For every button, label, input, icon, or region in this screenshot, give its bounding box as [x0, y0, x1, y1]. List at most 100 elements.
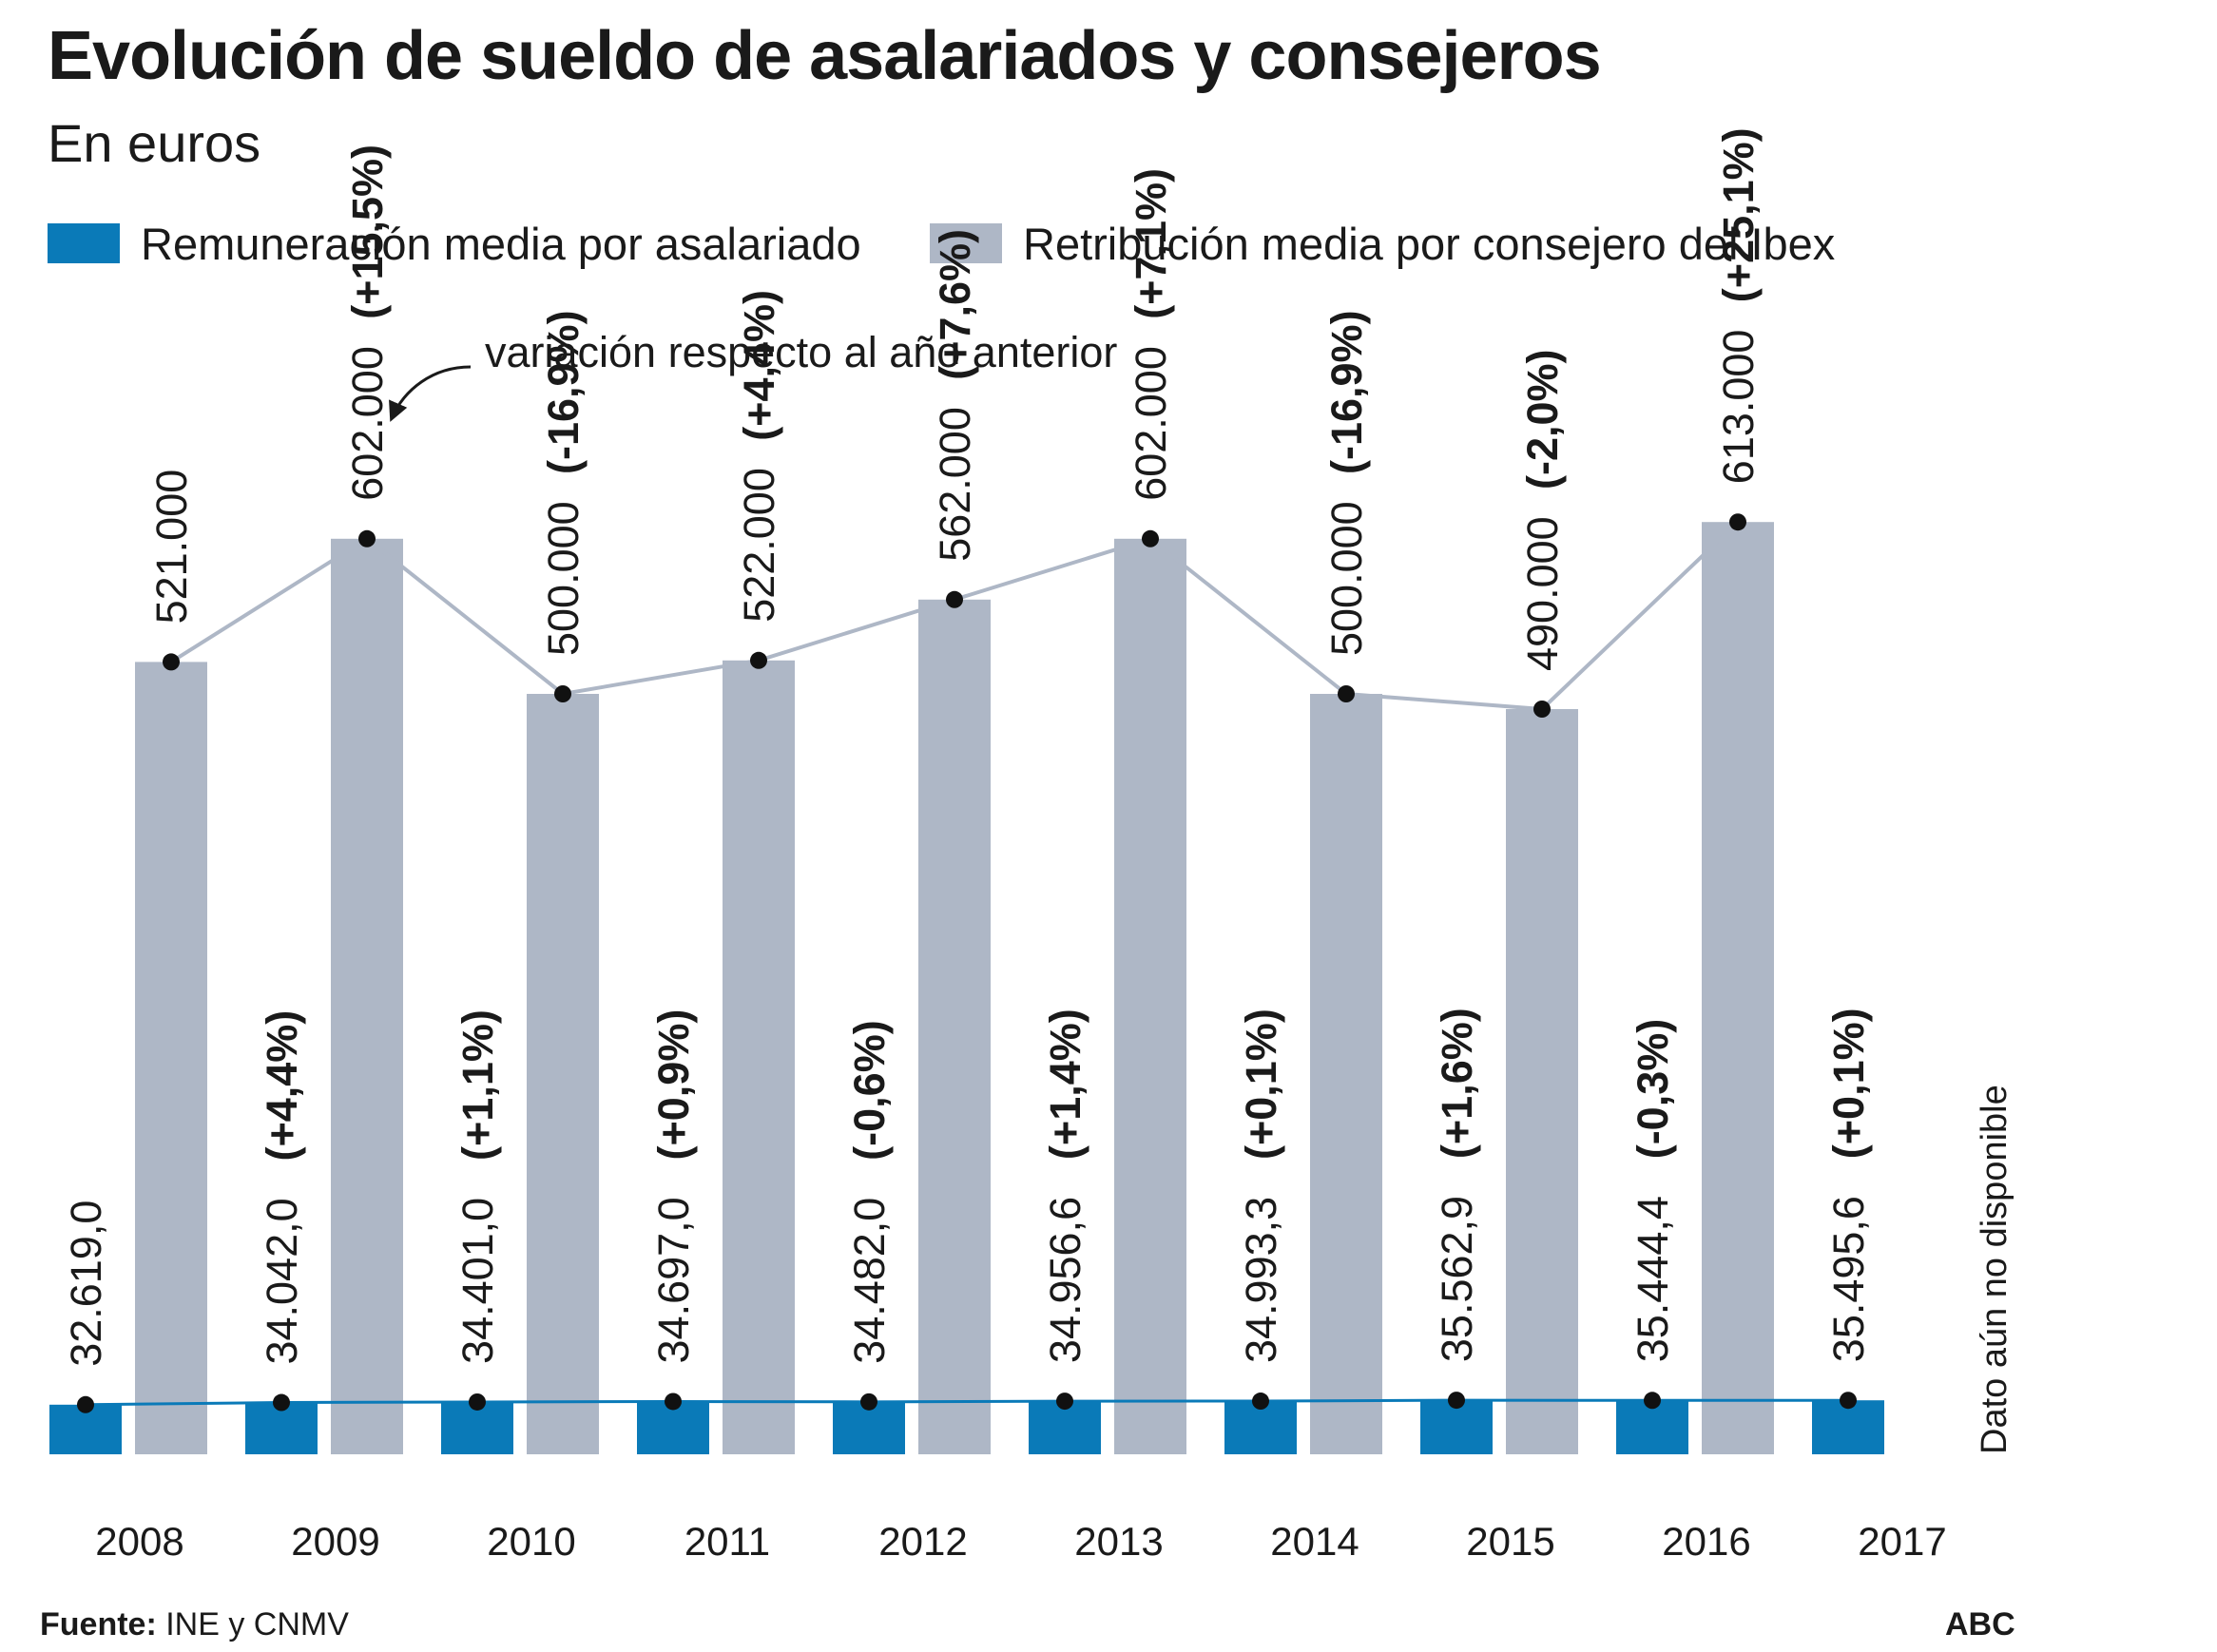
bar-consejero-2008: [135, 662, 207, 1454]
bar-consejero-2013: [1114, 538, 1186, 1454]
dot-consejero-2008: [163, 653, 180, 671]
x-tick-2014: 2014: [1270, 1519, 1359, 1564]
label-asalariado-value-2016: 35.444,4: [1629, 1196, 1677, 1362]
x-tick-2010: 2010: [487, 1519, 575, 1564]
bar-asalariado-2013: [1029, 1401, 1101, 1454]
bar-consejero-2015: [1506, 709, 1578, 1454]
bar-asalariado-2016: [1616, 1400, 1688, 1454]
legend-swatch-consejero: [930, 223, 1002, 263]
unavailable-note: Dato aún no disponible: [1975, 1085, 2015, 1454]
bar-asalariado-2010: [441, 1401, 513, 1454]
dot-asalariado-2012: [860, 1393, 877, 1411]
bar-consejero-2012: [918, 599, 991, 1454]
label-consejero-change-2013: (+7,1%): [1127, 168, 1175, 319]
label-asalariado-change-2009: (+4,4%): [258, 1010, 306, 1162]
source-text: INE y CNMV: [165, 1606, 349, 1642]
dot-consejero-2016: [1729, 513, 1746, 531]
bar-asalariado-2012: [833, 1401, 905, 1454]
legend-label-consejero: Retribución media por consejero del Ibex: [1023, 218, 1836, 269]
source: Fuente: INE y CNMV: [40, 1606, 349, 1643]
label-asalariado-value-2010: 34.401,0: [453, 1198, 502, 1364]
x-tick-2017: 2017: [1858, 1519, 1946, 1564]
source-label: Fuente:: [40, 1606, 157, 1642]
bar-consejero-2014: [1310, 694, 1382, 1454]
label-consejero-value-2010: 500.000: [539, 501, 588, 656]
label-consejero-value-2011: 522.000: [735, 468, 783, 623]
x-tick-2013: 2013: [1074, 1519, 1163, 1564]
brand-logo: ABC: [1945, 1606, 2015, 1642]
dot-asalariado-2010: [469, 1393, 486, 1411]
x-tick-2012: 2012: [878, 1519, 967, 1564]
dot-asalariado-2011: [665, 1393, 682, 1411]
label-consejero-value-2016: 613.000: [1714, 330, 1763, 485]
x-tick-2015: 2015: [1466, 1519, 1554, 1564]
label-consejero-value-2012: 562.000: [931, 407, 979, 562]
dot-asalariado-2008: [77, 1395, 94, 1413]
label-asalariado-change-2014: (+0,1%): [1237, 1008, 1285, 1160]
label-asalariado-value-2015: 35.562,9: [1433, 1196, 1481, 1362]
dot-asalariado-2013: [1056, 1393, 1073, 1411]
bar-asalariado-2017: [1812, 1400, 1884, 1454]
dot-asalariado-2014: [1252, 1393, 1269, 1411]
label-asalariado-value-2009: 34.042,0: [258, 1198, 306, 1364]
dot-consejero-2010: [554, 685, 571, 702]
label-asalariado-value-2017: 35.495,6: [1824, 1196, 1873, 1362]
dot-asalariado-2016: [1644, 1392, 1661, 1410]
label-asalariado-change-2010: (+1,1%): [453, 1009, 502, 1161]
label-consejero-value-2009: 602.000: [343, 346, 392, 501]
x-tick-2016: 2016: [1662, 1519, 1750, 1564]
bar-asalariado-2011: [637, 1401, 709, 1454]
bar-asalariado-2015: [1420, 1400, 1493, 1454]
label-asalariado-change-2015: (+1,6%): [1433, 1008, 1481, 1159]
x-tick-2011: 2011: [684, 1519, 770, 1564]
dot-consejero-2015: [1533, 701, 1551, 718]
legend-swatch-asalariado: [48, 223, 120, 263]
dot-asalariado-2017: [1840, 1392, 1857, 1410]
label-consejero-change-2014: (-16,9%): [1322, 310, 1371, 474]
label-asalariado-change-2017: (+0,1%): [1824, 1008, 1873, 1159]
bar-consejero-2016: [1702, 522, 1774, 1454]
label-asalariado-value-2012: 34.482,0: [845, 1198, 894, 1364]
bar-asalariado-2009: [245, 1402, 318, 1454]
label-consejero-value-2008: 521.000: [147, 470, 196, 624]
x-tick-2008: 2008: [95, 1519, 183, 1564]
label-consejero-change-2010: (-16,9%): [539, 310, 588, 474]
annotation-arrow: [389, 365, 472, 422]
dot-consejero-2012: [946, 590, 963, 608]
label-consejero-change-2009: (+15,5%): [343, 144, 392, 319]
bar-consejero-2011: [723, 660, 795, 1454]
label-asalariado-change-2012: (-0,6%): [845, 1020, 894, 1161]
label-asalariado-value-2011: 34.697,0: [649, 1197, 698, 1363]
annotation-text: variación respecto al año anterior: [485, 328, 1117, 376]
label-consejero-change-2015: (-2,0%): [1518, 349, 1567, 490]
legend-item-consejero: Retribución media por consejero del Ibex: [930, 215, 1835, 272]
legend-label-asalariado: Remuneración media por asalariado: [141, 218, 861, 269]
label-consejero-value-2013: 602.000: [1127, 346, 1175, 501]
label-consejero-change-2011: (+4,4%): [735, 290, 783, 441]
chart-subtitle: En euros: [48, 113, 261, 173]
label-asalariado-change-2011: (+0,9%): [649, 1009, 698, 1161]
label-asalariado-value-2008: 32.619,0: [62, 1201, 110, 1367]
label-asalariado-value-2014: 34.993,3: [1237, 1197, 1285, 1363]
label-consejero-value-2015: 490.000: [1518, 516, 1567, 671]
bar-asalariado-2014: [1224, 1401, 1297, 1454]
dot-asalariado-2009: [273, 1393, 290, 1412]
bar-consejero-2009: [331, 538, 403, 1454]
dot-consejero-2014: [1338, 685, 1355, 702]
dot-consejero-2013: [1142, 529, 1159, 547]
legend-item-asalariado: Remuneración media por asalariado: [48, 215, 861, 272]
bar-consejero-2010: [527, 694, 599, 1454]
label-consejero-change-2012: (+7,6%): [931, 229, 979, 380]
line-asalariado: [85, 1398, 1849, 1407]
dot-asalariado-2015: [1448, 1392, 1465, 1410]
chart-title: Evolución de sueldo de asalariados y con…: [48, 18, 1602, 94]
label-consejero-change-2016: (+25,1%): [1714, 127, 1763, 302]
dot-consejero-2011: [750, 651, 767, 669]
dot-consejero-2009: [358, 529, 376, 547]
label-asalariado-change-2016: (-0,3%): [1629, 1019, 1677, 1160]
x-tick-2009: 2009: [291, 1519, 379, 1564]
label-asalariado-value-2013: 34.956,6: [1041, 1197, 1089, 1363]
label-consejero-value-2014: 500.000: [1322, 501, 1371, 656]
label-asalariado-change-2013: (+1,4%): [1041, 1008, 1089, 1160]
